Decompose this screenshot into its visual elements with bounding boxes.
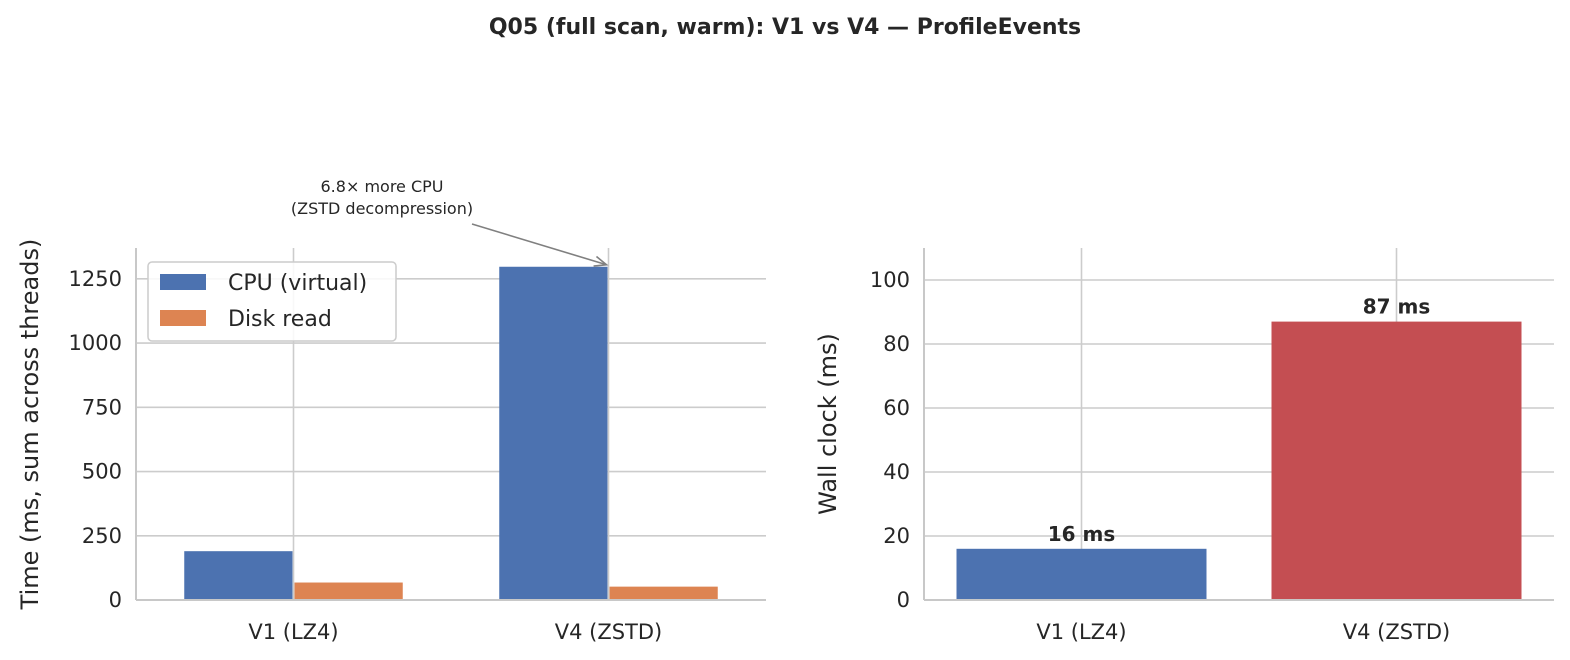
x-tick-label: V4 (ZSTD) [555,620,663,644]
legend-swatch-0 [160,274,206,290]
y-tick-label: 250 [82,524,122,548]
y-tick-label: 500 [82,460,122,484]
bar-cpu-1 [499,266,608,600]
y-tick-label: 20 [883,524,910,548]
wall-clock-chart: 0 20 40 60 80 100 16 ms 87 ms V1 (LZ4) V4 (ZSTD) W… [814,248,1554,644]
y-tick-label: 80 [883,332,910,356]
y-tick-label: 750 [82,395,122,419]
legend-swatch-1 [160,310,206,326]
bar-cpu-0 [184,551,293,600]
x-tick-label: V1 (LZ4) [248,620,338,644]
bar-value-label-1: 87 ms [1363,295,1431,319]
cpu-disk-chart: 0 250 500 750 1000 1250 V1 (LZ4) V4 (ZSTD) Time … [16,177,766,644]
y-tick-label: 0 [897,588,910,612]
bar-disk-0 [294,582,403,600]
figure-title: Q05 (full scan, warm): V1 vs V4 — Profil… [489,15,1081,40]
legend: CPU (virtual) Disk read [147,261,397,342]
y-tick-label: 40 [883,460,910,484]
y-tick-label: 60 [883,396,910,420]
annotation-arrow-head [593,255,609,267]
annotation-arrow-line [471,223,607,266]
annotation-line-1: (ZSTD decompression) [291,199,473,218]
bar-wall-clock-0 [956,548,1207,600]
annotation-line-0: 6.8× more CPU [321,177,444,196]
legend-box [147,261,397,342]
y-tick-label: 1250 [69,267,122,291]
y-tick-label: 0 [109,588,122,612]
annotation: 6.8× more CPU (ZSTD decompression) [291,177,609,267]
legend-label-1: Disk read [228,307,332,332]
y-tick-label: 1000 [69,331,122,355]
x-tick-label: V1 (LZ4) [1036,620,1126,644]
y-axis-label: Time (ms, sum across threads) [16,239,44,611]
bar-disk-1 [609,586,718,600]
y-tick-label: 100 [870,268,910,292]
bar-value-label-0: 16 ms [1048,522,1116,546]
x-tick-label: V4 (ZSTD) [1343,620,1451,644]
bar-wall-clock-1 [1271,321,1522,600]
legend-label-0: CPU (virtual) [228,271,367,296]
y-axis-label: Wall clock (ms) [814,333,842,515]
